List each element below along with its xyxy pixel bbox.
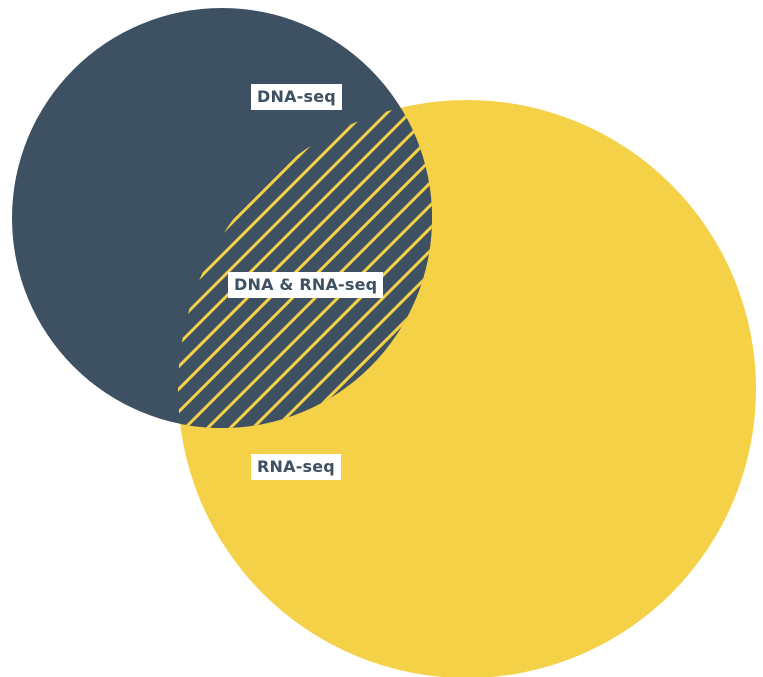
rna-seq-label: RNA-seq: [251, 454, 341, 480]
dna-seq-label: DNA-seq: [251, 84, 342, 110]
intersection-region: [178, 100, 432, 428]
intersection-label: DNA & RNA-seq: [228, 272, 384, 298]
